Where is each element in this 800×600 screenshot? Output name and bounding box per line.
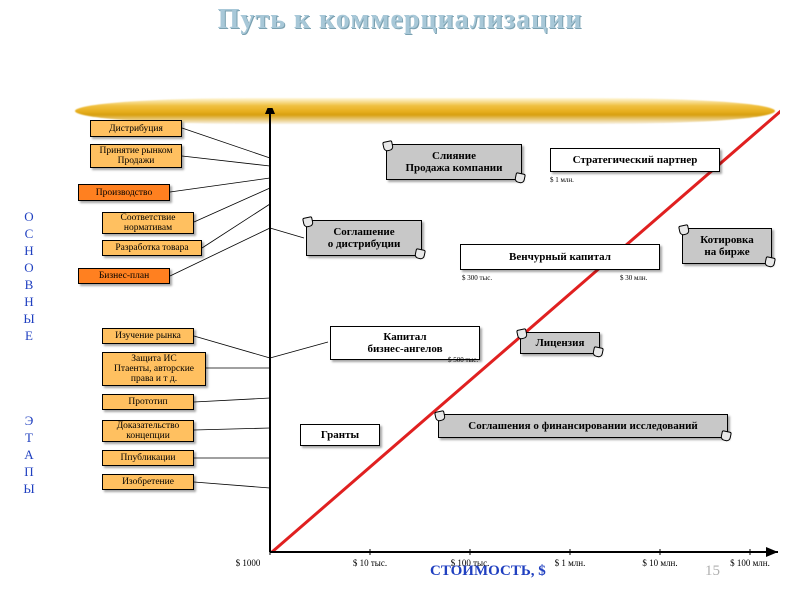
scroll-box: Котировкана бирже xyxy=(682,228,772,264)
scroll-box: СлияниеПродажа компании xyxy=(386,144,522,180)
plain-box: Гранты xyxy=(300,424,380,446)
y-axis-label: ОСНОВНЫЕЭТАПЫ xyxy=(22,208,36,497)
diagram-area: $ 1000$ 10 тыс.$ 100 тыс.$ 1 млн.$ 10 мл… xyxy=(40,108,780,568)
plain-box: Венчурный капитал xyxy=(460,244,660,270)
page-title: Путь к коммерциализации xyxy=(0,4,800,36)
value-sublabel: $ 500 тыс. xyxy=(448,356,478,364)
scroll-box: Соглашениео дистрибуции xyxy=(306,220,422,256)
value-sublabel: $ 1 млн. xyxy=(550,176,574,184)
scroll-box: Соглашения о финансировании исследований xyxy=(438,414,728,438)
value-sublabel: $ 300 тыс. xyxy=(462,274,492,282)
nodes-container: СлияниеПродажа компании Стратегический па… xyxy=(40,108,780,568)
plain-box: Стратегический партнер xyxy=(550,148,720,172)
value-sublabel: $ 30 млн. xyxy=(620,274,647,282)
scroll-box: Лицензия xyxy=(520,332,600,354)
plain-box: Капиталбизнес-ангелов xyxy=(330,326,480,360)
